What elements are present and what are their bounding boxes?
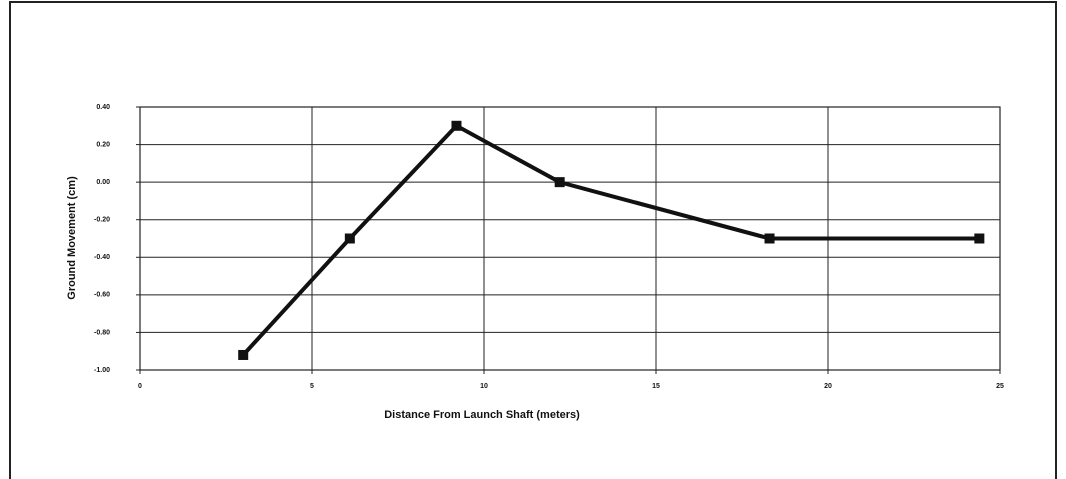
y-tick-label: -0.80 (94, 329, 110, 336)
data-point (974, 233, 985, 244)
y-tick-label: -0.60 (94, 292, 110, 299)
y-tick-label: -0.40 (94, 254, 110, 261)
x-tick-label: 25 (996, 383, 1004, 390)
x-tick-label: 0 (138, 383, 142, 390)
y-axis-title: Ground Movement (cm) (66, 176, 78, 300)
data-point (238, 349, 249, 360)
data-point (344, 233, 355, 244)
x-tick-label: 10 (480, 383, 488, 390)
data-line (241, 123, 980, 357)
y-tick-label: -0.20 (94, 217, 110, 224)
y-tick-label: 0.00 (96, 179, 110, 186)
x-tick-label: 20 (824, 383, 832, 390)
data-point (451, 120, 462, 131)
x-tick-label: 15 (652, 383, 660, 390)
data-point (554, 177, 565, 188)
y-tick-label: -1.00 (94, 367, 110, 374)
data-point (764, 233, 775, 244)
frame (9, 1, 1057, 479)
x-axis-title: Distance From Launch Shaft (meters) (384, 409, 580, 421)
y-tick-label: 0.20 (96, 141, 110, 148)
x-tick-label: 5 (310, 383, 314, 390)
y-tick-label: 0.40 (96, 104, 110, 111)
